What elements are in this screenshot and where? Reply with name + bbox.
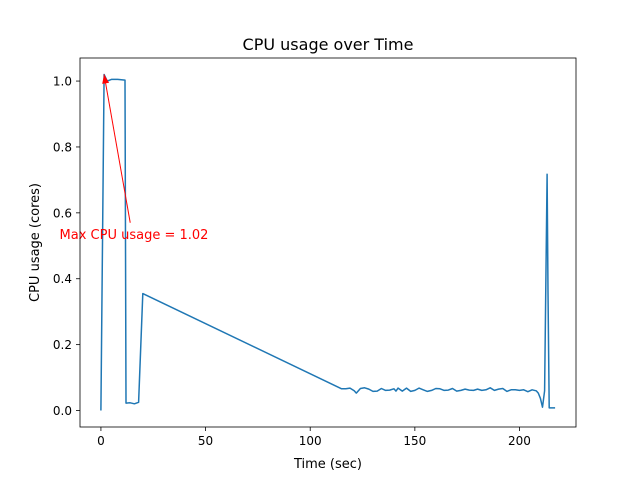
y-tick-label: 0.0	[53, 404, 72, 418]
y-tick-label: 1.0	[53, 75, 72, 89]
annotation-arrow-head	[102, 74, 110, 84]
x-tick-label: 0	[97, 434, 105, 448]
x-axis-label: Time (sec)	[293, 457, 362, 472]
y-tick-label: 0.8	[53, 140, 72, 154]
annotation-arrow-line	[103, 74, 131, 223]
y-axis-label: CPU usage (cores)	[28, 183, 43, 302]
x-tick-label: 50	[198, 434, 213, 448]
x-tick-label: 100	[299, 434, 322, 448]
y-tick-label: 0.2	[53, 338, 72, 352]
axes-frame	[79, 57, 577, 428]
y-ticks: 0.0 0.2 0.4 0.6 0.8 1.0	[53, 75, 80, 418]
x-ticks: 0 50 100 150 200	[97, 427, 531, 448]
plot-area	[80, 58, 576, 427]
y-tick-label: 0.6	[53, 206, 72, 220]
x-tick-label: 150	[403, 434, 426, 448]
max-annotation: Max CPU usage = 1.02	[60, 74, 209, 243]
x-tick-label: 200	[508, 434, 531, 448]
annotation-label: Max CPU usage = 1.02	[60, 228, 209, 243]
chart-title: CPU usage over Time	[243, 35, 414, 54]
y-tick-label: 0.4	[53, 272, 72, 286]
cpu-usage-line	[100, 73, 556, 411]
